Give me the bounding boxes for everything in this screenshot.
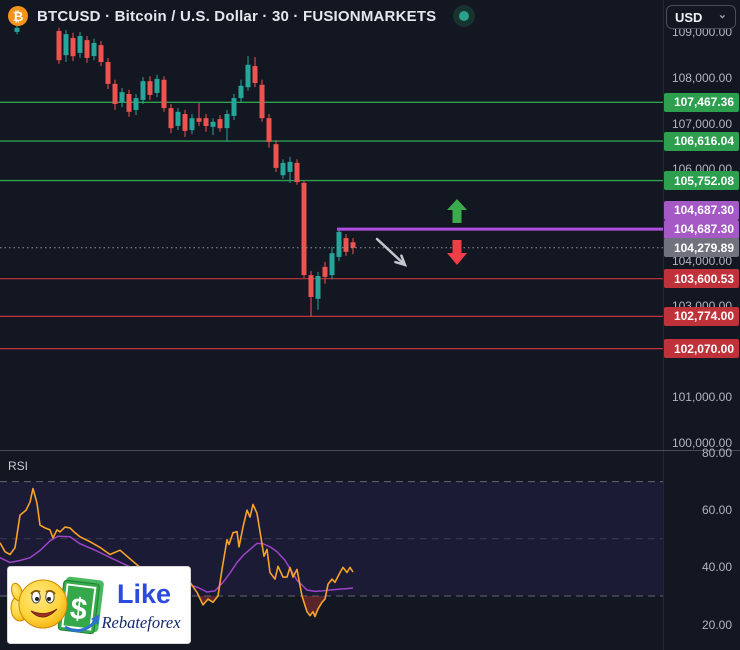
rsi-indicator-title[interactable]: RSI — [8, 459, 29, 473]
candle — [98, 45, 104, 62]
candle — [224, 114, 230, 129]
candle — [322, 266, 328, 277]
candle — [294, 162, 300, 183]
market-status-dot-icon[interactable] — [453, 5, 476, 27]
candle — [343, 238, 349, 252]
candle — [273, 144, 279, 168]
bitcoin-icon: ₿ — [8, 6, 28, 26]
chevron-down-icon: ⌄ — [717, 9, 727, 21]
candle — [210, 121, 216, 127]
rsi-oversold-fill — [198, 596, 218, 605]
drawn-arrow[interactable] — [375, 237, 408, 267]
candle — [238, 85, 244, 99]
currency-selector[interactable]: USD ⌄ — [666, 5, 736, 29]
candle — [231, 98, 237, 116]
candle — [245, 64, 251, 88]
svg-text:$: $ — [68, 592, 89, 627]
candle — [126, 94, 132, 112]
currency-selector-value: USD — [675, 9, 703, 25]
candle — [63, 34, 69, 56]
chart-legend: ₿ BTCUSD · Bitcoin / U.S. Dollar · 30 · … — [8, 5, 476, 27]
candle — [280, 162, 286, 176]
candle — [133, 98, 139, 110]
candle — [350, 242, 356, 248]
candle — [336, 231, 342, 257]
candle — [182, 114, 188, 131]
rsi-oversold-fill — [302, 596, 326, 617]
candle — [315, 276, 321, 299]
candle — [252, 66, 258, 83]
candle — [140, 81, 146, 100]
candle — [154, 78, 160, 93]
watermark-like-text: Like — [117, 579, 171, 609]
candle — [168, 108, 174, 129]
candle — [91, 42, 97, 57]
candle — [189, 118, 195, 131]
candle — [175, 111, 181, 126]
pane-divider[interactable] — [0, 450, 740, 451]
candle — [266, 118, 272, 142]
candle — [329, 253, 335, 276]
up-arrow-annotation[interactable] — [447, 199, 467, 223]
candle — [112, 83, 118, 104]
candle — [147, 81, 153, 95]
candle — [161, 79, 167, 109]
candle — [287, 161, 293, 172]
candle — [77, 36, 83, 53]
candle — [14, 27, 20, 32]
candle — [196, 118, 202, 122]
candle — [84, 40, 90, 58]
candle — [203, 118, 209, 126]
candle — [259, 84, 265, 119]
candle — [217, 119, 223, 129]
candle — [56, 31, 62, 61]
rsi-ma-line — [0, 535, 354, 593]
price-axis-border — [663, 0, 664, 650]
candle — [105, 62, 111, 84]
candle — [308, 275, 314, 297]
candle — [70, 37, 76, 57]
candle — [301, 182, 307, 276]
watermark-logo: $ Like Rebateforex — [7, 566, 191, 644]
down-arrow-annotation[interactable] — [447, 240, 467, 265]
rsi-line — [0, 487, 354, 618]
watermark-rebateforex-text: Rebateforex — [100, 613, 181, 632]
candle — [119, 92, 125, 103]
thumbs-up-smiley-icon — [10, 579, 68, 629]
symbol-title[interactable]: BTCUSD · Bitcoin / U.S. Dollar · 30 · FU… — [37, 7, 437, 25]
